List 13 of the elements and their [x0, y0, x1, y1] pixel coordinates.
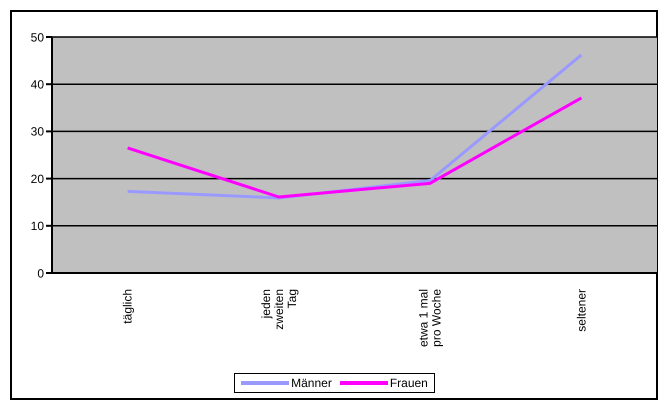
y-tick-label: 50	[30, 30, 44, 44]
x-tick-label: seltener	[574, 289, 588, 332]
x-tick-label: etwa 1 mal pro Woche	[416, 288, 444, 348]
y-tick-label: 40	[30, 77, 44, 92]
x-tick-label: täglich	[120, 289, 135, 324]
y-tick-label: 30	[30, 124, 44, 139]
legend-label: Männer	[290, 376, 332, 390]
line-series	[126, 96, 583, 199]
legend-label: Frauen	[388, 376, 428, 390]
y-tick-label: 20	[30, 172, 44, 186]
y-tick-label: 10	[30, 219, 44, 234]
x-tick-label: jeden zweiten Tag	[258, 289, 299, 330]
y-tick-label: 0	[37, 266, 44, 280]
